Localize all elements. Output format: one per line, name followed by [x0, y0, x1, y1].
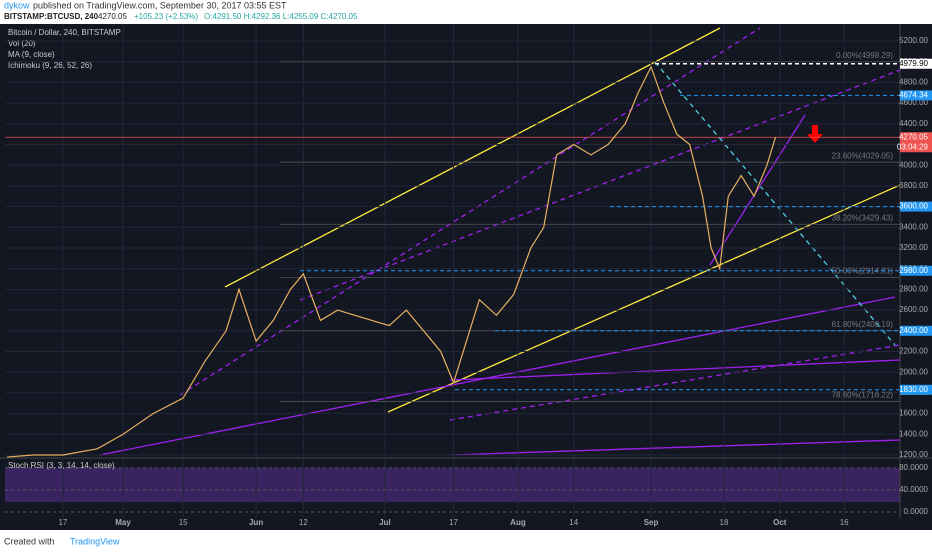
y-tick-label: 1200.00: [899, 450, 928, 459]
legend-item: Bitcoin / Dollar, 240, BITSTAMP: [8, 28, 121, 37]
y-tick-label: 3200.00: [899, 243, 928, 252]
y-tick-label: 4600.00: [899, 98, 928, 107]
trend-line: [99, 296, 896, 456]
x-tick-label: Aug: [510, 518, 526, 527]
price-line: [7, 65, 777, 458]
level-box: [900, 265, 932, 276]
level-box: [900, 325, 932, 336]
y-tick-label: 2200.00: [899, 347, 928, 356]
y-tick-label: 5200.00: [899, 36, 928, 45]
x-tick-label: Sep: [644, 518, 659, 527]
change: +105.23 (+2.53%): [134, 12, 198, 21]
trend-line: [449, 344, 901, 421]
level-label: 2400.00: [899, 326, 928, 335]
trend-line: [299, 69, 901, 301]
fib-label: 0.00%(4998.29): [836, 51, 893, 60]
trend-line: [224, 27, 721, 288]
x-tick-label: 12: [299, 518, 308, 527]
x-tick-label: Oct: [773, 518, 787, 527]
x-tick-label: Jul: [379, 518, 391, 527]
y-tick-label: 80.0000: [899, 463, 928, 472]
level-box: [900, 201, 932, 212]
x-tick-label: 18: [720, 518, 729, 527]
x-tick-label: 16: [840, 518, 849, 527]
y-tick-label: 0.0000: [904, 507, 929, 516]
y-tick-label: 4400.00: [899, 119, 928, 128]
y-tick-label: 2600.00: [899, 305, 928, 314]
last-price-box: [900, 132, 932, 153]
x-tick-label: 17: [449, 518, 458, 527]
arrow: [807, 125, 823, 143]
y-tick-label: 40.0000: [899, 485, 928, 494]
trend-line: [179, 27, 761, 396]
level-label: 4674.34: [899, 90, 928, 99]
x-tick-label: Jun: [249, 518, 263, 527]
legend-item: MA (9, close): [8, 50, 55, 59]
level-box: [900, 58, 932, 69]
fib-label: 38.20%(3429.43): [832, 213, 894, 222]
x-tick-label: 15: [179, 518, 188, 527]
author[interactable]: dykow: [4, 0, 30, 10]
footer-created: Created with: [4, 536, 55, 546]
y-tick-label: 1600.00: [899, 409, 928, 418]
fib-label: 23.60%(4029.05): [832, 151, 894, 160]
trend-line: [449, 359, 901, 381]
trend-line: [654, 61, 896, 346]
legend-item: Vol (20): [8, 39, 36, 48]
symbol: BITSTAMP:BTCUSD, 240: [4, 12, 99, 21]
y-tick-label: 4000.00: [899, 160, 928, 169]
y-tick-label: 3800.00: [899, 181, 928, 190]
level-label: 4979.90: [899, 59, 928, 68]
y-tick-label: 2800.00: [899, 284, 928, 293]
x-tick-label: 14: [569, 518, 578, 527]
x-tick-label: 17: [58, 518, 67, 527]
y-tick-label: 2000.00: [899, 367, 928, 376]
level-label: 1830.00: [899, 385, 928, 394]
published: published on TradingView.com, September …: [33, 0, 287, 10]
last-price-label: 4270.05: [899, 132, 928, 141]
chart-bg: [0, 24, 932, 530]
stoch-band: [5, 468, 900, 502]
ohlc: O:4291.50 H:4292.36 L:4255.09 C:4270.05: [204, 12, 358, 21]
fib-label: 78.60%(1716.22): [832, 391, 894, 400]
y-tick-label: 3400.00: [899, 222, 928, 231]
trend-line: [449, 439, 901, 456]
footer-brand[interactable]: TradingView: [70, 536, 120, 546]
level-label: 2980.00: [899, 266, 928, 275]
y-tick-label: 4800.00: [899, 77, 928, 86]
trend-line: [387, 184, 901, 413]
y-tick-label: 1400.00: [899, 429, 928, 438]
x-tick-label: May: [115, 518, 131, 527]
level-box: [900, 384, 932, 395]
legend-item: Ichimoku (9, 26, 52, 26): [8, 61, 92, 70]
countdown: 03:04:29: [897, 142, 929, 151]
level-box: [900, 90, 932, 101]
fib-label: 61.80%(2400.19): [832, 320, 894, 329]
trend-line: [709, 114, 806, 266]
level-label: 3600.00: [899, 202, 928, 211]
last: 4270.05: [98, 12, 127, 21]
panel-title: Stoch RSI (3, 3, 14, 14, close): [8, 461, 115, 470]
